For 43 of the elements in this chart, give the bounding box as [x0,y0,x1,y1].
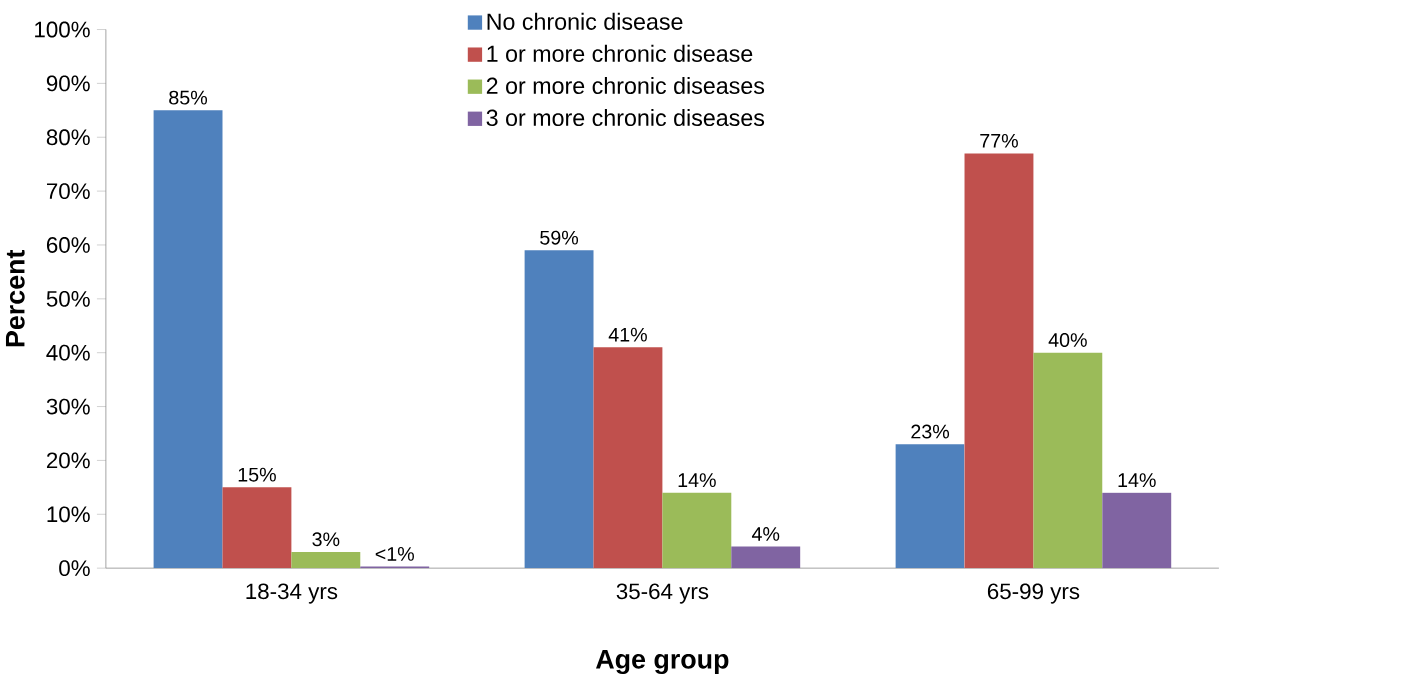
data-label: 59% [540,230,579,245]
y-tick-label: 50% [46,290,90,307]
y-tick-label: 40% [46,344,90,361]
y-tick-label: 80% [46,129,90,146]
bar [593,347,663,569]
bar [291,551,361,569]
y-tick-label: 70% [46,183,90,199]
data-label: 4% [751,527,780,541]
x-tick-label: 65-99 yrs [987,583,1080,604]
data-label: <1% [375,547,414,561]
bar [1033,352,1103,569]
y-tick-label: 90% [46,75,90,92]
x-axis-title: Age group [595,649,729,675]
data-label: 15% [238,467,276,482]
bar [153,110,223,569]
y-tick-label: 100% [35,21,90,38]
y-axis-title: Percent [5,249,25,347]
data-label: 14% [1118,473,1156,487]
y-tick-label: 0% [59,560,90,577]
bar [895,444,965,569]
bar [524,250,594,569]
x-tick-label: 35-64 yrs [616,583,709,604]
bar [731,546,801,569]
bar [964,153,1034,569]
y-tick-label: 60% [46,237,90,253]
data-label: 14% [678,473,716,487]
data-label: 3% [312,532,340,547]
y-tick-label: 20% [46,452,90,469]
data-label: 23% [911,424,950,439]
data-label: 41% [608,327,647,342]
bar [662,492,732,569]
bar [1102,492,1172,569]
y-tick-label: 10% [47,506,90,523]
data-label: 77% [980,133,1018,148]
y-tick-label: 30% [46,398,90,415]
data-label: 85% [169,90,208,105]
legend-label: 3 or more chronic diseases [486,108,765,127]
bar [222,487,292,569]
x-tick-label: 18-34 yrs [246,583,338,604]
legend-label: No chronic disease [487,12,683,30]
legend-label: 1 or more chronic disease [487,44,753,62]
legend-label: 2 or more chronic diseases [486,76,765,94]
data-label: 40% [1048,333,1087,347]
